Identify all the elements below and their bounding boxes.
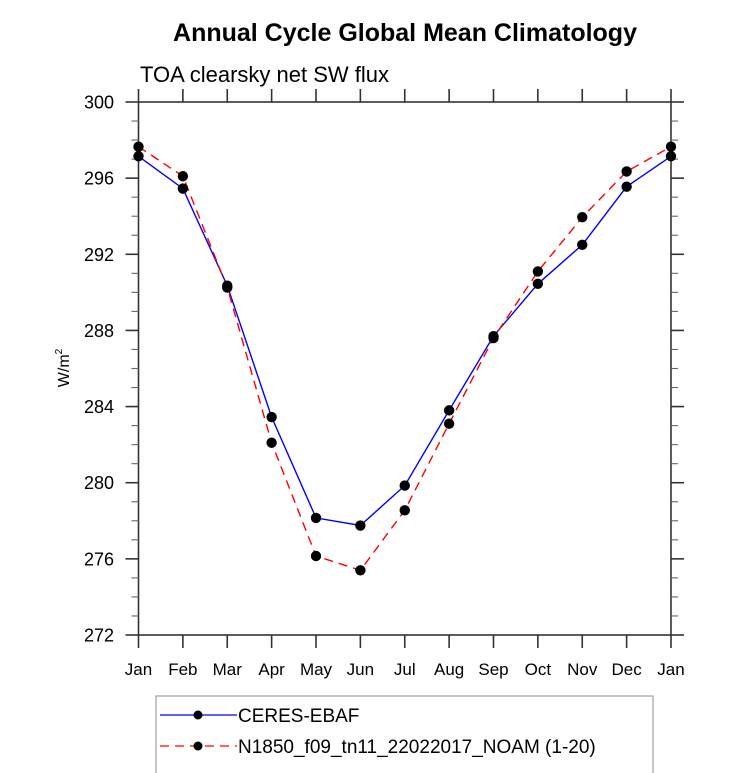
x-tick-label: Jan <box>657 660 684 679</box>
legend-marker-ceres <box>193 710 203 720</box>
legend: CERES-EBAF N1850_f09_tn11_22022017_NOAM … <box>155 695 654 773</box>
data-point-ceres-ebaf <box>443 405 455 416</box>
legend-label-model: N1850_f09_tn11_22022017_NOAM (1-20) <box>238 737 596 758</box>
x-tick-label: Oct <box>525 660 552 679</box>
data-point-ceres-ebaf <box>133 151 144 162</box>
x-tick-labels: Jan Feb Mar Apr May Jun Jul Aug Sep Oct Nov Dec Jan <box>125 660 685 679</box>
data-point-model <box>665 141 677 152</box>
x-tick-label: Jun <box>347 660 374 679</box>
data-point-model <box>488 332 499 344</box>
data-point-model <box>443 418 455 429</box>
y-tick-label: 292 <box>84 245 114 265</box>
data-point-model <box>355 565 366 576</box>
y-tick-labels: 272 276 280 284 288 292 296 300 <box>84 93 114 646</box>
data-point-ceres-ebaf <box>266 411 277 423</box>
x-tick-label: Dec <box>612 660 643 679</box>
data-point-model <box>532 266 544 277</box>
y-tick-label: 284 <box>84 397 114 417</box>
x-tick-label: Apr <box>258 660 285 679</box>
data-point-model <box>266 437 277 448</box>
y-tick-label: 296 <box>84 169 114 189</box>
x-tick-label: Jul <box>394 660 416 679</box>
x-tick-label: Mar <box>213 660 243 679</box>
legend-marker-model <box>193 741 203 751</box>
data-point-ceres-ebaf <box>532 278 544 289</box>
chart-subtitle: TOA clearsky net SW flux <box>140 62 389 87</box>
chart-title: Annual Cycle Global Mean Climatology <box>173 19 637 47</box>
data-point-model <box>177 171 189 182</box>
y-axis-label: W/m2 <box>54 348 73 387</box>
y-tick-label: 300 <box>84 93 114 113</box>
data-point-ceres-ebaf <box>355 520 366 531</box>
y-axis-label-superscript: 2 <box>54 348 65 354</box>
data-point-ceres-ebaf <box>621 181 632 192</box>
data-point-ceres-ebaf <box>665 151 677 162</box>
axes <box>125 89 684 648</box>
x-tick-label: May <box>300 660 333 679</box>
data-point-model <box>399 505 410 516</box>
data-point-model <box>621 166 632 177</box>
data-point-ceres-ebaf <box>577 239 588 250</box>
x-tick-label: Nov <box>567 660 598 679</box>
legend-label-ceres: CERES-EBAF <box>238 706 359 727</box>
y-tick-label: 272 <box>84 626 114 646</box>
y-axis-label-unit: W/m <box>56 354 73 387</box>
plot-frame <box>137 101 672 636</box>
data-point-model <box>222 282 233 293</box>
series-line-ceres-ebaf <box>138 155 672 527</box>
data-point-model <box>133 141 144 152</box>
x-tick-label: Aug <box>434 660 464 679</box>
x-tick-label: Jan <box>125 660 152 679</box>
y-tick-label: 280 <box>84 473 114 493</box>
x-tick-label: Sep <box>478 660 508 679</box>
data-point-ceres-ebaf <box>310 512 322 524</box>
data-point-model <box>310 550 322 562</box>
x-tick-label: Feb <box>168 660 197 679</box>
series-layer <box>133 141 677 576</box>
data-point-model <box>577 211 588 223</box>
data-point-ceres-ebaf <box>399 480 410 491</box>
data-point-ceres-ebaf <box>177 183 189 194</box>
legend-box <box>155 695 654 773</box>
y-axis-label-group: W/m2 <box>54 348 73 387</box>
y-tick-label: 288 <box>84 321 114 341</box>
y-tick-label: 276 <box>84 549 114 569</box>
